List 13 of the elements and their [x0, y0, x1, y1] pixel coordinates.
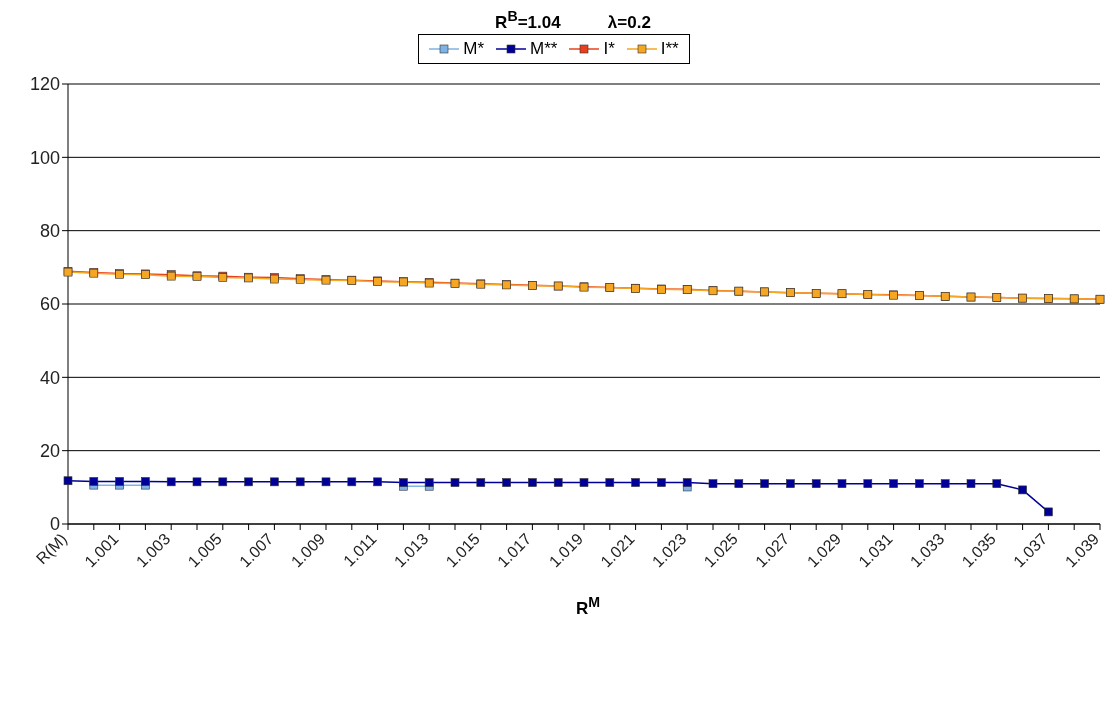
- x-axis-title: R$^{M}$: [574, 594, 602, 619]
- y-tick-label: 100: [29, 147, 60, 168]
- y-tick-label: 80: [39, 221, 60, 242]
- legend-label: I**: [659, 39, 679, 59]
- y-tick-label: 40: [39, 367, 60, 388]
- y-tick-label: 60: [39, 294, 60, 315]
- chart-title: R$^{B}$=1.04 λ=0.2: [494, 8, 652, 34]
- y-tick-label: 0: [49, 514, 60, 535]
- legend-label: I*: [602, 39, 615, 59]
- y-tick-label: 120: [29, 74, 60, 95]
- legend-label: M**: [529, 39, 558, 59]
- legend-label: M*: [462, 39, 485, 59]
- y-tick-label: 20: [39, 441, 60, 462]
